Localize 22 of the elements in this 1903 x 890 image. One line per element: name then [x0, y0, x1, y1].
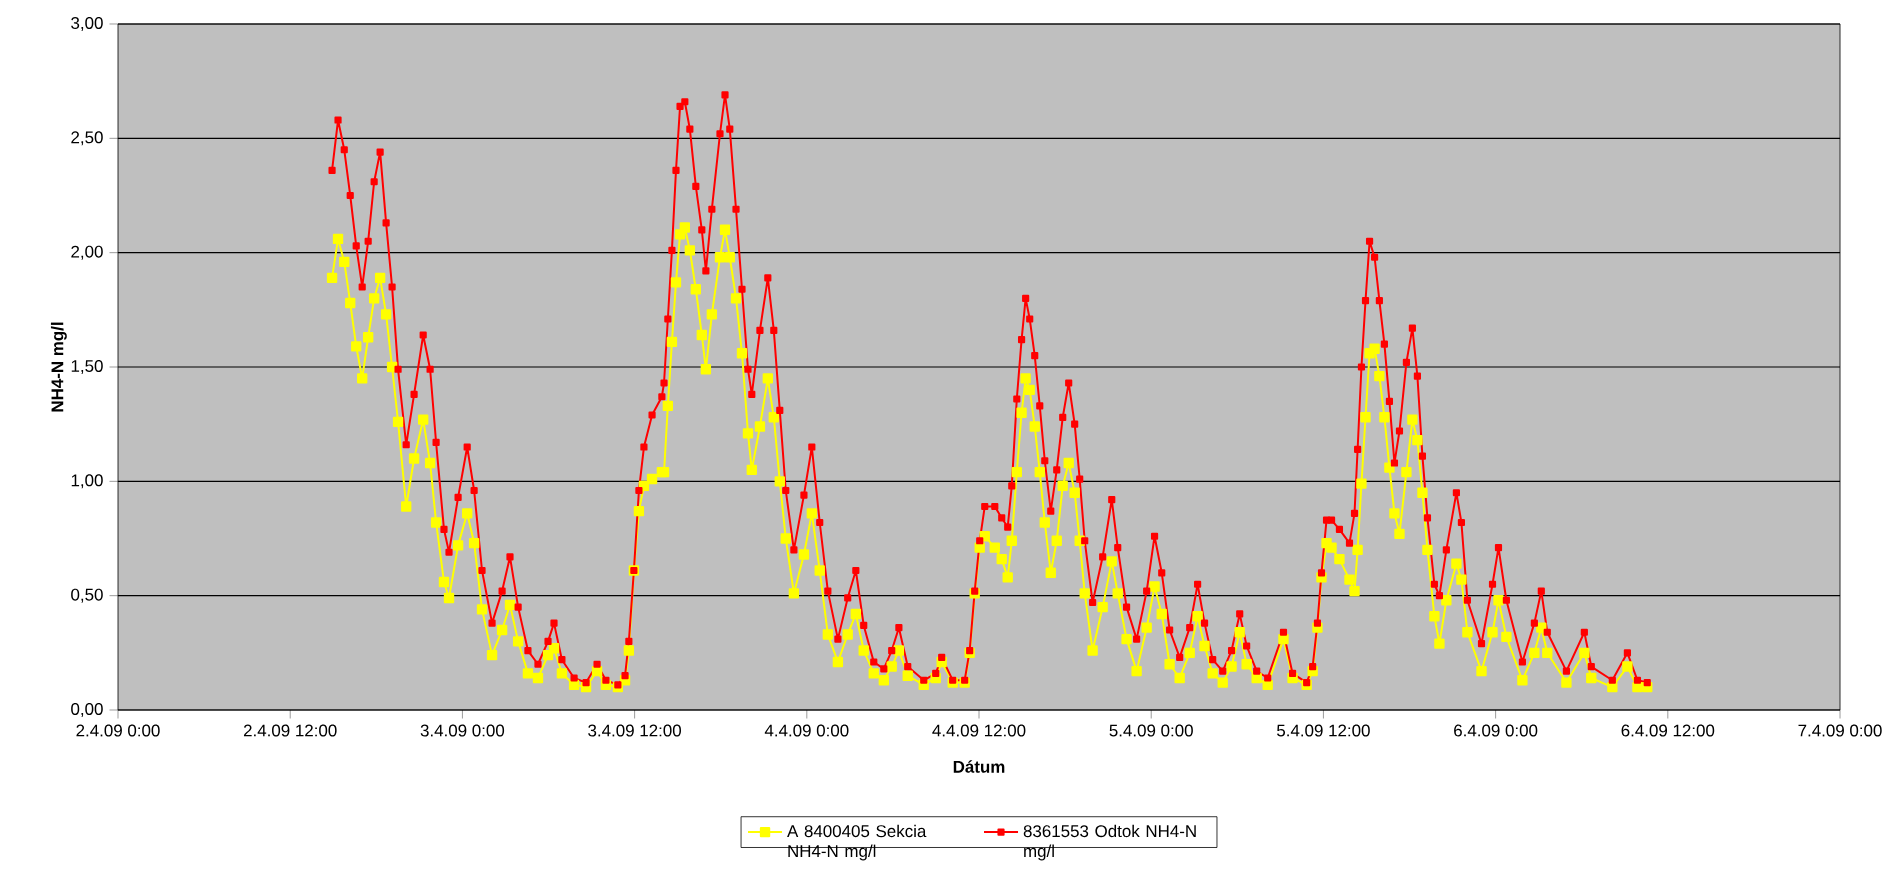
y-tick-label: 0,00 [71, 703, 103, 717]
y-tick-label: 2,00 [71, 245, 103, 260]
y-tick-label: 2,50 [71, 131, 103, 146]
x-tick-label: 4.4.09 0:00 [764, 724, 849, 737]
y-tick-label: 0,50 [71, 588, 103, 603]
legend-label: 8361553 Odtok NH4-N mg/l [1023, 824, 1196, 861]
x-axis-title: Dátum [953, 760, 1005, 773]
y-tick-label: 1,00 [71, 474, 103, 489]
y-axis-title: NH4-N mg/l [50, 322, 67, 412]
legend-label: A 8400405 Sekcia NH4-N mg/l [787, 824, 927, 861]
x-tick-label: 5.4.09 12:00 [1277, 724, 1370, 737]
x-tick-label: 2.4.09 12:00 [243, 724, 337, 737]
x-tick-label: 2.4.09 0:00 [76, 724, 160, 737]
x-tick-label: 4.4.09 12:00 [932, 724, 1026, 737]
x-tick-label: 7.4.09 0:00 [1798, 724, 1882, 737]
y-tick-label: 1,50 [71, 360, 103, 374]
x-tick-label: 6.4.09 12:00 [1621, 724, 1715, 737]
y-tick-label: 3,00 [71, 17, 103, 31]
x-tick-label: 6.4.09 0:00 [1454, 724, 1538, 737]
x-tick-label: 5.4.09 0:00 [1109, 724, 1193, 737]
x-tick-label: 3.4.09 12:00 [588, 724, 681, 737]
x-tick-label: 3.4.09 0:00 [420, 724, 505, 737]
